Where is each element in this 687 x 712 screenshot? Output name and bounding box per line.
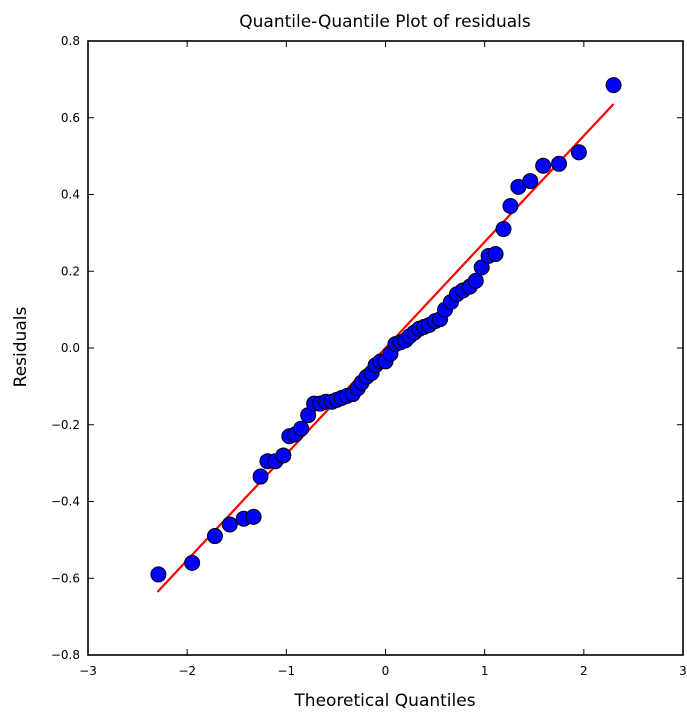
x-axis-label: Theoretical Quantiles: [293, 691, 475, 711]
y-tick-label: 0.2: [61, 264, 80, 278]
y-tick-label: 0.6: [61, 111, 80, 125]
y-axis-label: Residuals: [11, 307, 31, 388]
residual-point: [150, 566, 167, 583]
residual-point: [293, 420, 310, 437]
residual-point: [522, 173, 539, 190]
residual-point: [467, 272, 484, 289]
y-tick-label: 0.4: [61, 188, 80, 202]
chart-title: Quantile-Quantile Plot of residuals: [239, 12, 531, 32]
y-tick-label: 0.8: [61, 34, 80, 48]
y-tick-label: 0.0: [61, 341, 80, 355]
residual-point: [502, 198, 519, 215]
residual-point: [535, 157, 552, 174]
y-tick-label: −0.6: [51, 571, 80, 585]
residual-point: [487, 245, 504, 262]
x-tick-label: 3: [679, 664, 687, 678]
residual-point: [245, 508, 262, 525]
residual-point: [206, 528, 223, 545]
plot-area-frame: [87, 40, 684, 656]
marker-layer: [150, 77, 622, 583]
residual-point: [473, 259, 490, 276]
residual-point: [275, 447, 292, 464]
tick-label-layer: −3 −2 −1 0 1 2 3 −0.8 −0.6 −0.4 −0.2 0.0 0.2 0.4 0.6 0.…: [51, 34, 687, 678]
x-tick-label: 0: [382, 664, 390, 678]
residual-point: [184, 554, 201, 571]
x-tick-label: −1: [277, 664, 295, 678]
x-tick-label: −2: [178, 664, 196, 678]
residual-point: [252, 468, 269, 485]
residual-point: [221, 516, 238, 533]
x-tick-label: 2: [580, 664, 588, 678]
residual-point: [551, 155, 568, 172]
y-tick-label: −0.8: [51, 648, 80, 662]
y-tick-label: −0.4: [51, 495, 80, 509]
x-tick-label: 1: [481, 664, 489, 678]
residual-point: [570, 144, 587, 161]
residual-point: [495, 221, 512, 238]
x-tick-label: −3: [79, 664, 97, 678]
residual-point: [605, 77, 622, 94]
y-tick-label: −0.2: [51, 418, 80, 432]
